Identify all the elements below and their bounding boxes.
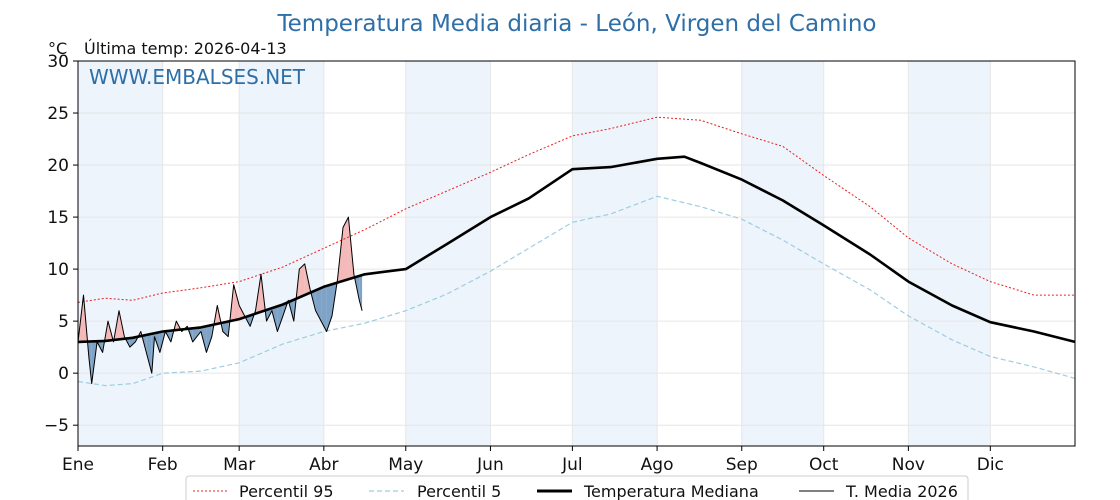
series-line-current [77,216,363,385]
y-unit-label: °C [48,39,67,58]
month-band-may [405,61,491,446]
x-tick-label-abr: Abr [309,455,338,475]
last-temp-label: Última temp: 2026-04-13 [84,39,287,58]
below-median-fill [192,327,201,342]
x-tick-label-dic: Dic [977,455,1004,475]
series-lines [77,116,1076,387]
y-axis: 30 25 20 15 10 5 0 −5 [44,52,78,436]
x-tick-label-mar: Mar [223,455,255,475]
chart-title: Temperatura Media diaria - León, Virgen … [277,11,877,37]
month-band-sep [741,61,824,446]
legend: Percentil 95 Percentil 5 Temperatura Med… [185,475,969,500]
below-median-fill [222,321,229,337]
x-tick-label-may: May [388,455,423,475]
month-band-ene [78,61,163,446]
y-tick-label: 20 [47,156,69,176]
legend-label-p95: Percentil 95 [239,482,334,500]
x-tick-label-jun: Jun [476,455,504,475]
legend-label-current: T. Media 2026 [845,482,958,500]
y-tick-label: 30 [47,52,69,72]
x-tick-label-sep: Sep [726,455,758,475]
legend-label-median: Temperatura Mediana [583,482,759,500]
y-tick-label: 25 [47,104,69,124]
below-median-fill [206,325,212,353]
x-axis: Ene Feb Mar Abr May Jun Jul Ago Sep Oct Nov Dic [62,446,1004,475]
below-median-fill [321,286,327,332]
x-tick-label-nov: Nov [892,455,925,475]
month-bands [78,61,991,446]
legend-box [185,475,969,500]
below-median-fill [146,333,152,374]
above-median-fill [233,284,240,321]
x-tick-label-feb: Feb [148,455,178,475]
y-tick-label: 15 [47,208,69,228]
y-tick-label: 5 [58,312,69,332]
below-median-fill [277,304,283,332]
x-tick-label-oct: Oct [809,455,839,475]
y-tick-label: 0 [58,364,69,384]
plot-frame [77,60,1076,447]
month-band-mar [239,61,324,446]
above-median-fill [299,263,305,298]
x-tick-label-jul: Jul [561,455,583,475]
series-line-p5 [77,195,1076,387]
watermark: WWW.EMBALSES.NET [89,65,306,89]
month-band-nov [908,61,991,446]
x-tick-label-ago: Ago [641,455,674,475]
y-tick-label: −5 [44,416,69,436]
month-band-jul [572,61,658,446]
legend-label-p5: Percentil 5 [417,482,501,500]
x-tick-label-ene: Ene [62,455,94,475]
y-tick-label: 10 [47,260,69,280]
above-median-fill [343,217,349,281]
below-median-fill [129,337,136,348]
